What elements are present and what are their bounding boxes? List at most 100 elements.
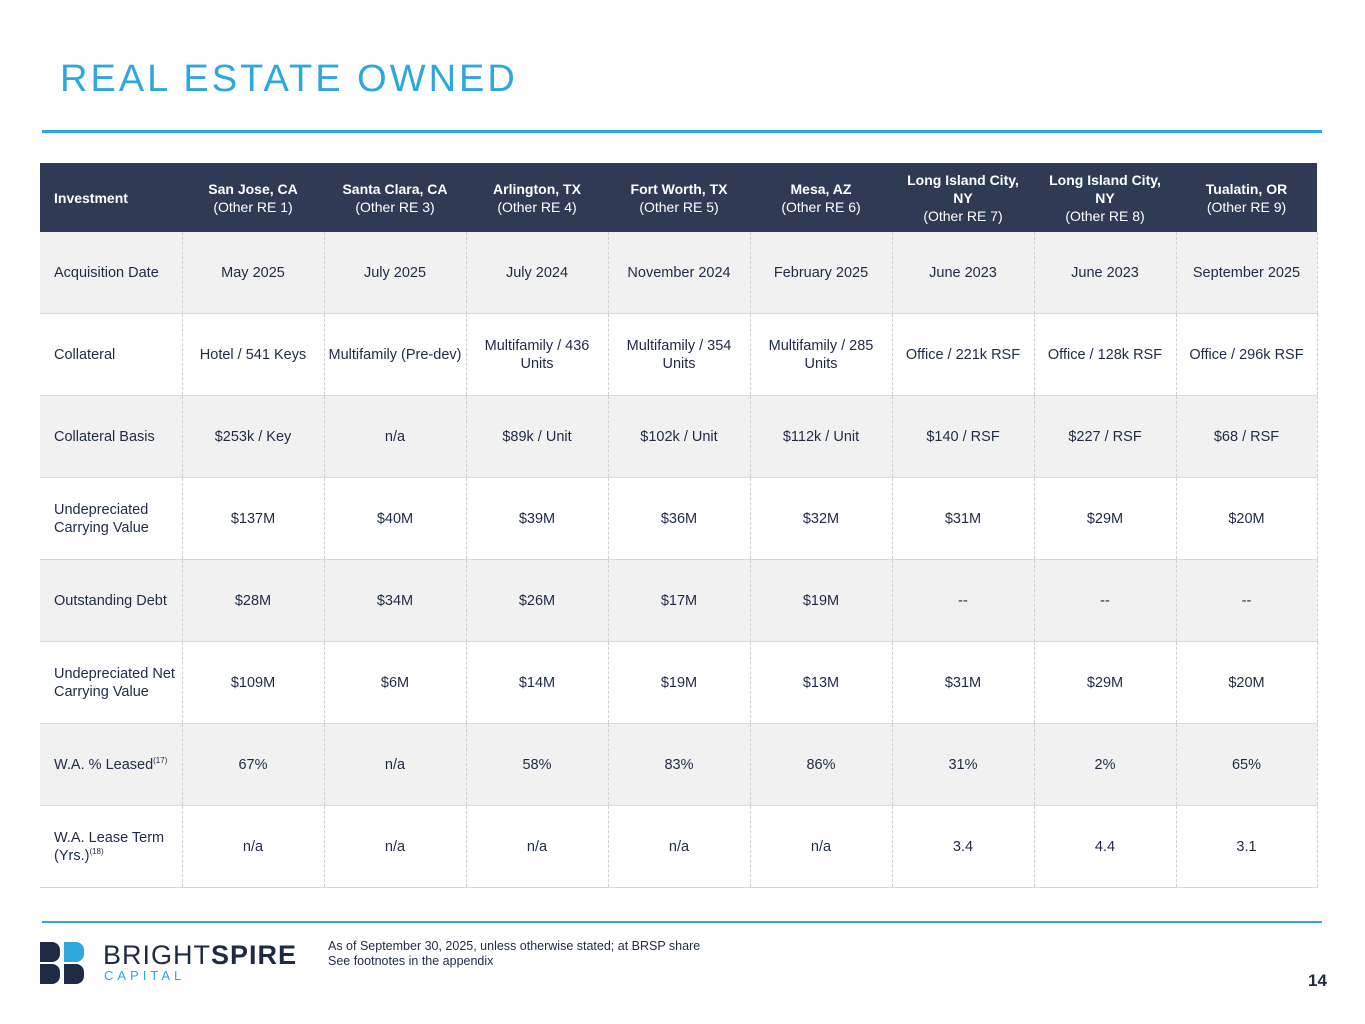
table-cell: $28M bbox=[181, 559, 324, 642]
row-label: W.A. % Leased(17) bbox=[40, 723, 182, 806]
table-cell: Multifamily / 285 Units bbox=[749, 313, 892, 396]
table-cell: $109M bbox=[181, 641, 324, 724]
row-label-text: Acquisition Date bbox=[54, 264, 159, 281]
row-label: Outstanding Debt bbox=[40, 559, 182, 642]
reo-table: Investment San Jose, CA (Other RE 1) Sant… bbox=[40, 163, 1318, 888]
table-cell: June 2023 bbox=[1033, 232, 1176, 314]
table-cell: $102k / Unit bbox=[607, 395, 750, 478]
footnote-line: As of September 30, 2025, unless otherwi… bbox=[328, 939, 701, 953]
table-cell: $13M bbox=[749, 641, 892, 724]
column-header: Santa Clara, CA (Other RE 3) bbox=[324, 163, 466, 232]
table-cell: -- bbox=[1033, 559, 1176, 642]
row-label: Acquisition Date bbox=[40, 232, 182, 314]
table-cell: $89k / Unit bbox=[465, 395, 608, 478]
table-cell: $19M bbox=[607, 641, 750, 724]
column-ref: (Other RE 9) bbox=[1206, 198, 1287, 215]
table-row: Acquisition Date May 2025 July 2025 July… bbox=[40, 232, 1318, 314]
table-row: Undepreciated Net Carrying Value $109M $… bbox=[40, 641, 1318, 724]
table-cell: $137M bbox=[181, 477, 324, 560]
table-cell: Office / 221k RSF bbox=[891, 313, 1034, 396]
footnotes: As of September 30, 2025, unless otherwi… bbox=[328, 939, 700, 969]
footer-divider bbox=[42, 921, 1322, 923]
row-label: W.A. Lease Term (Yrs.)(18) bbox=[40, 805, 182, 888]
table-row: Outstanding Debt $28M $34M $26M $17M $19… bbox=[40, 559, 1318, 642]
page-number: 14 bbox=[1308, 971, 1327, 990]
table-cell: 31% bbox=[891, 723, 1034, 806]
column-city: Tualatin, OR bbox=[1205, 180, 1288, 197]
row-label-text: W.A. % Leased bbox=[54, 756, 154, 773]
footnote-line: See footnotes in the appendix bbox=[328, 954, 494, 968]
table-cell: n/a bbox=[323, 805, 466, 888]
table-cell: Office / 128k RSF bbox=[1033, 313, 1176, 396]
table-cell: n/a bbox=[465, 805, 608, 888]
table-cell: Multifamily / 436 Units bbox=[465, 313, 608, 396]
table-cell: Office / 296k RSF bbox=[1175, 313, 1318, 396]
table-cell: July 2025 bbox=[323, 232, 466, 314]
column-city: Santa Clara, CA bbox=[342, 180, 448, 197]
column-header: Fort Worth, TX (Other RE 5) bbox=[608, 163, 750, 232]
table-cell: Multifamily / 354 Units bbox=[607, 313, 750, 396]
table-row: W.A. Lease Term (Yrs.)(18) n/a n/a n/a n… bbox=[40, 805, 1318, 888]
column-ref: (Other RE 7) bbox=[923, 207, 1003, 224]
column-header: San Jose, CA (Other RE 1) bbox=[182, 163, 324, 232]
column-header: Mesa, AZ (Other RE 6) bbox=[750, 163, 892, 232]
table-cell: $29M bbox=[1033, 477, 1176, 560]
column-header: Tualatin, OR (Other RE 9) bbox=[1176, 163, 1317, 232]
row-label-text: W.A. Lease Term (Yrs.) bbox=[54, 829, 165, 864]
header-investment: Investment bbox=[40, 163, 182, 232]
row-label-text: Collateral Basis bbox=[54, 428, 155, 445]
table-cell: $31M bbox=[891, 641, 1034, 724]
column-ref: (Other RE 4) bbox=[497, 198, 577, 215]
table-cell: 3.1 bbox=[1175, 805, 1318, 888]
table-cell: $36M bbox=[607, 477, 750, 560]
table-cell: $20M bbox=[1175, 477, 1318, 560]
table-cell: 3.4 bbox=[891, 805, 1034, 888]
column-ref: (Other RE 1) bbox=[213, 198, 293, 215]
table-cell: 65% bbox=[1175, 723, 1318, 806]
table-cell: n/a bbox=[323, 723, 466, 806]
table-cell: 4.4 bbox=[1033, 805, 1176, 888]
table-cell: $17M bbox=[607, 559, 750, 642]
table-cell: 86% bbox=[749, 723, 892, 806]
table-cell: $14M bbox=[465, 641, 608, 724]
table-cell: November 2024 bbox=[607, 232, 750, 314]
table-cell: 67% bbox=[181, 723, 324, 806]
table-row: Undepreciated Carrying Value $137M $40M … bbox=[40, 477, 1318, 560]
table-cell: 2% bbox=[1033, 723, 1176, 806]
table-cell: $26M bbox=[465, 559, 608, 642]
table-cell: September 2025 bbox=[1175, 232, 1318, 314]
table-cell: June 2023 bbox=[891, 232, 1034, 314]
row-label: Undepreciated Carrying Value bbox=[40, 477, 182, 560]
table-cell: $253k / Key bbox=[181, 395, 324, 478]
table-cell: n/a bbox=[323, 395, 466, 478]
logo-brand-light: BRIGHT bbox=[103, 940, 212, 970]
logo-wordmark: BRIGHTSPIRE bbox=[103, 940, 297, 971]
column-city: Arlington, TX bbox=[493, 180, 581, 197]
column-ref: (Other RE 6) bbox=[781, 198, 861, 215]
footnote-ref: (18) bbox=[89, 846, 104, 856]
row-label-text: Collateral bbox=[54, 346, 116, 363]
table-row: Collateral Hotel / 541 Keys Multifamily … bbox=[40, 313, 1318, 396]
table-cell: $6M bbox=[323, 641, 466, 724]
table-cell: Hotel / 541 Keys bbox=[181, 313, 324, 396]
table-cell: February 2025 bbox=[749, 232, 892, 314]
row-label: Collateral Basis bbox=[40, 395, 182, 478]
row-label: Undepreciated Net Carrying Value bbox=[40, 641, 182, 724]
table-cell: $40M bbox=[323, 477, 466, 560]
column-header: Long Island City, NY (Other RE 7) bbox=[892, 163, 1034, 232]
footnote-ref: (17) bbox=[153, 755, 168, 765]
column-ref: (Other RE 3) bbox=[355, 198, 435, 215]
logo-subtitle: CAPITAL bbox=[104, 968, 186, 983]
table-cell: Multifamily (Pre-dev) bbox=[323, 313, 466, 396]
table-cell: $29M bbox=[1033, 641, 1176, 724]
table-cell: 83% bbox=[607, 723, 750, 806]
column-city: Mesa, AZ bbox=[790, 180, 852, 197]
table-cell: $32M bbox=[749, 477, 892, 560]
logo-brand-bold: SPIRE bbox=[211, 940, 298, 970]
column-city: San Jose, CA bbox=[208, 180, 298, 197]
table-cell: -- bbox=[891, 559, 1034, 642]
column-header: Long Island City, NY (Other RE 8) bbox=[1034, 163, 1176, 232]
column-city: Long Island City, NY bbox=[1049, 171, 1161, 206]
column-city: Long Island City, NY bbox=[907, 171, 1019, 206]
table-row: W.A. % Leased(17) 67% n/a 58% 83% 86% 31… bbox=[40, 723, 1318, 806]
